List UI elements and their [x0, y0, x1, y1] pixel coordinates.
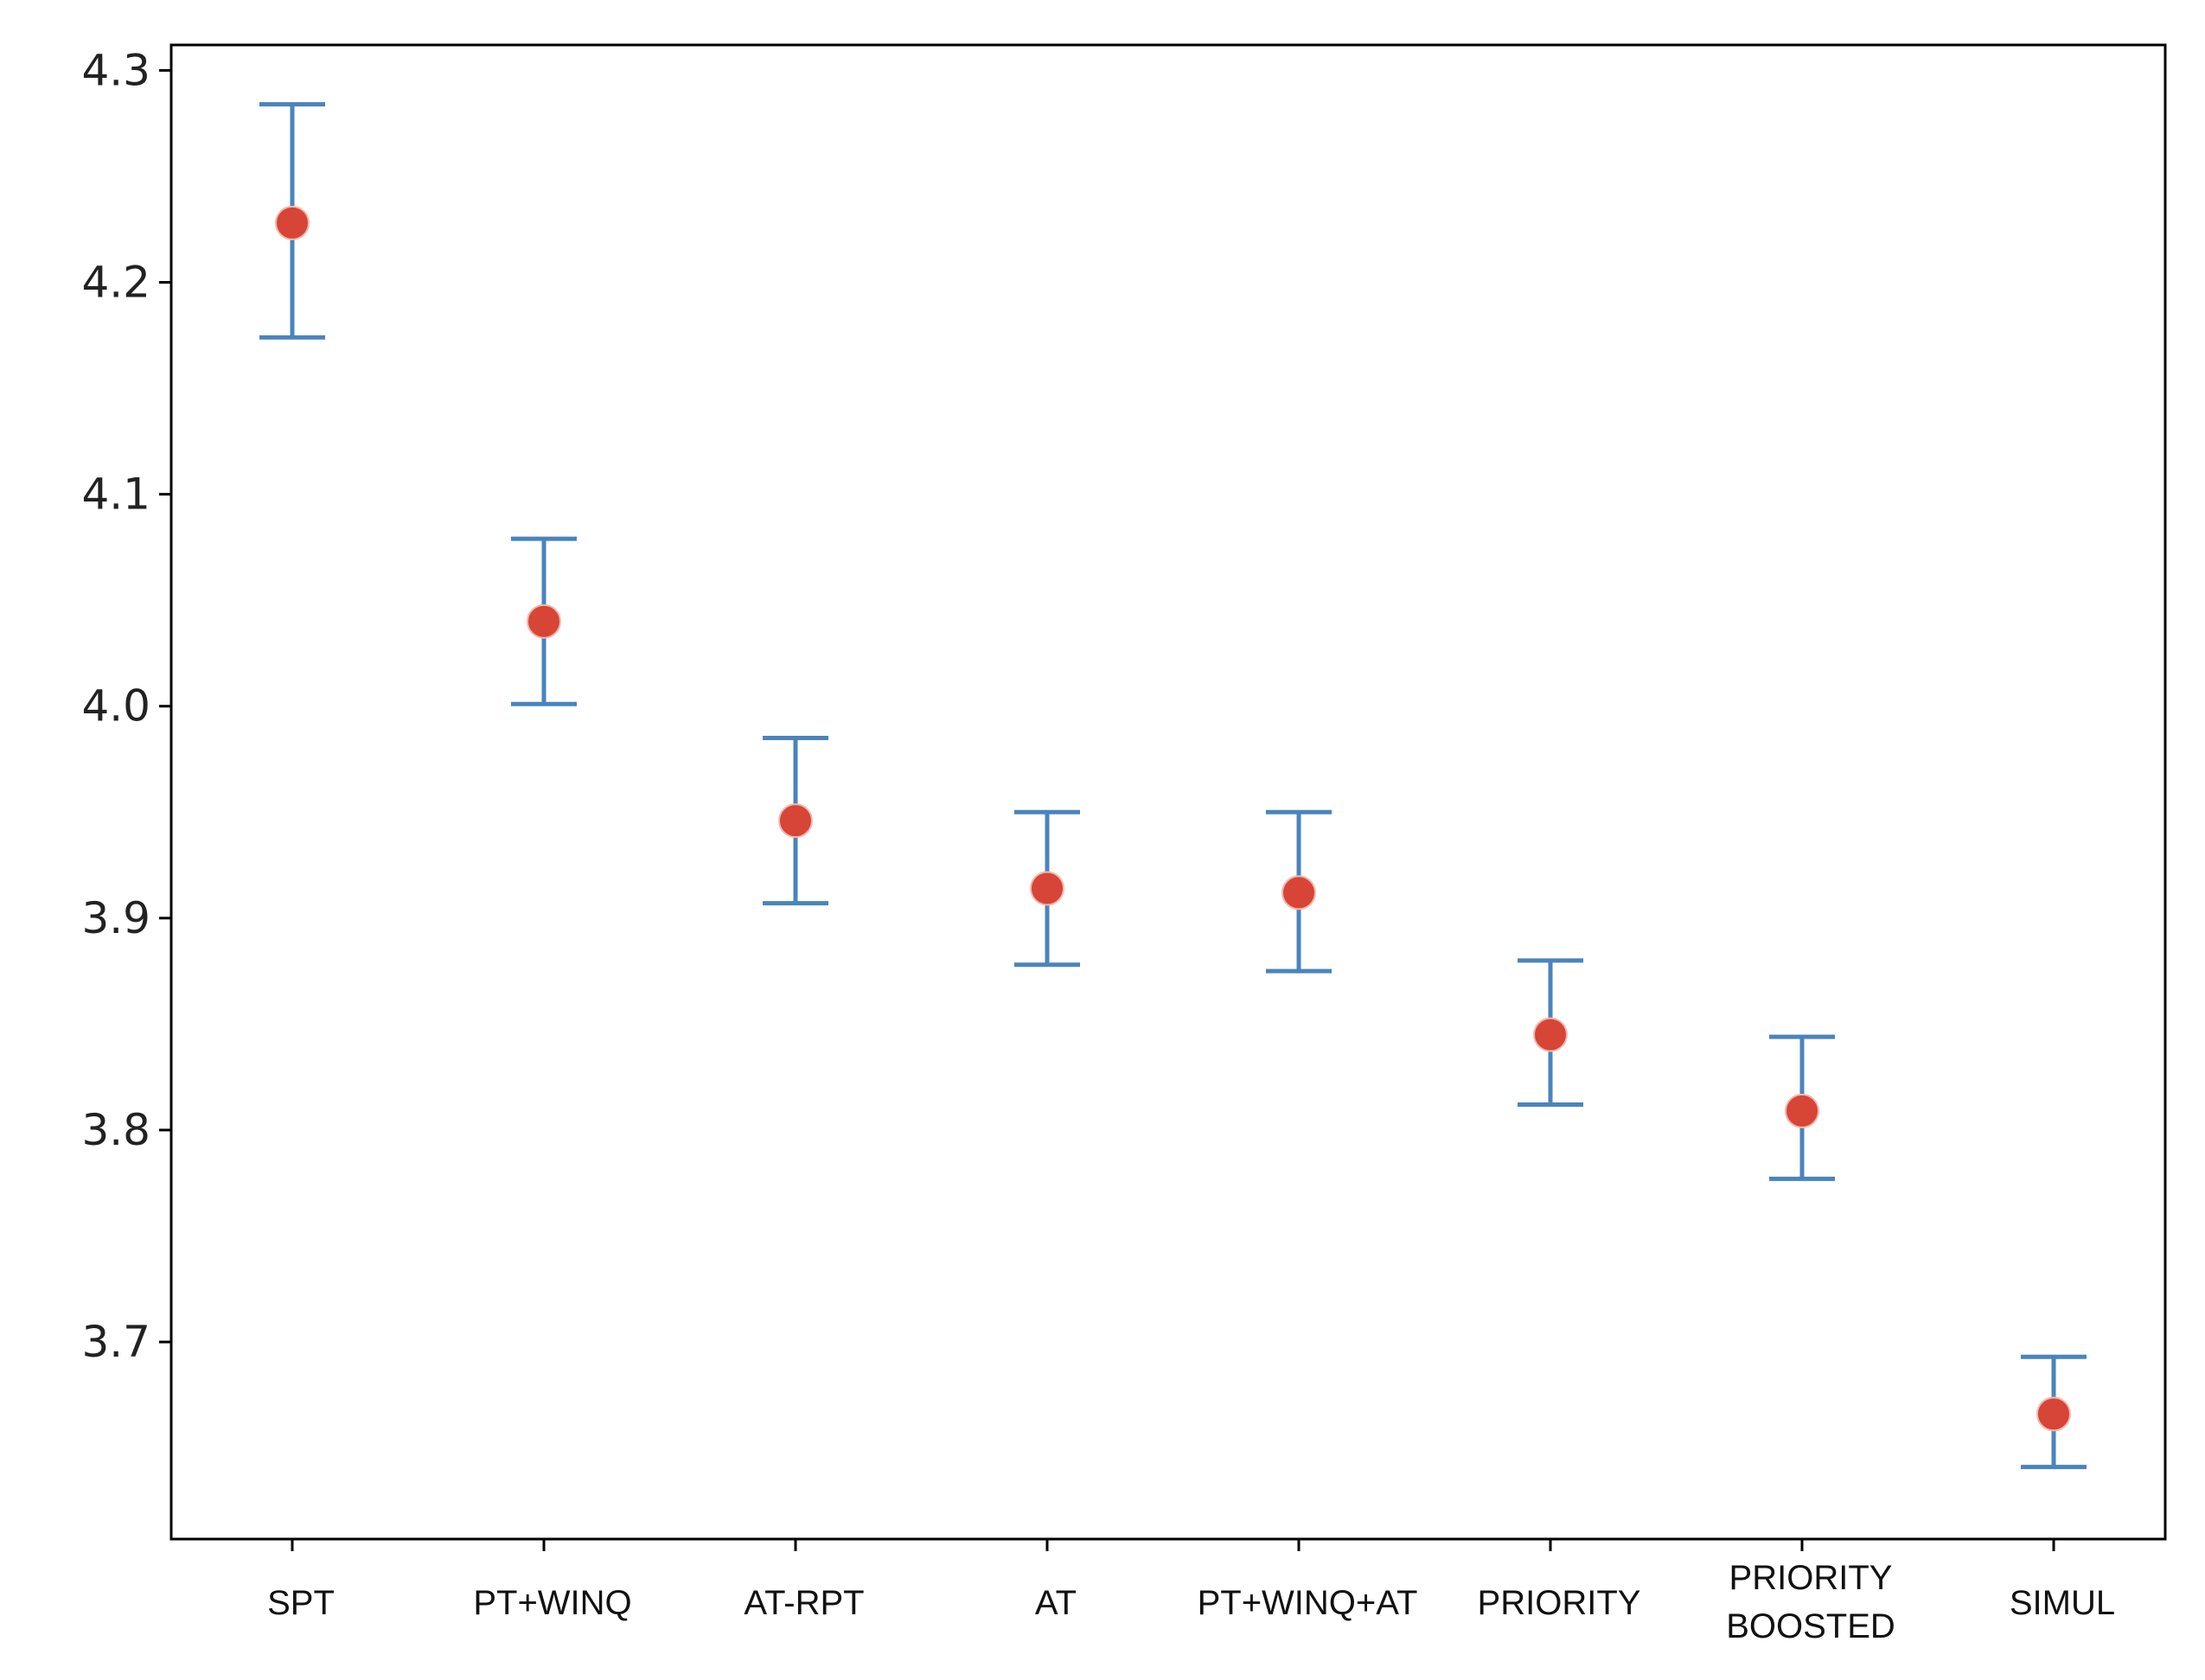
x-tick-label: PRIORITY — [1478, 1584, 1641, 1622]
plot-frame — [169, 43, 2167, 1541]
y-tick-label: 3.8 — [81, 1105, 150, 1155]
data-point — [1533, 1017, 1568, 1052]
data-point — [778, 803, 813, 839]
y-tick-label: 4.2 — [81, 258, 150, 308]
x-tick-label: SIMUL — [2010, 1584, 2115, 1622]
data-point — [527, 604, 561, 639]
x-tick-label: PT+WINQ+AT — [1198, 1584, 1418, 1622]
data-point — [1785, 1093, 1819, 1128]
chart-marks — [259, 102, 2087, 1470]
x-axis: SPT PT+WINQ AT-RPT AT PT+WINQ+AT PRIORITY PRIO… — [267, 1539, 2115, 1645]
data-point — [1281, 875, 1316, 910]
x-tick-label: AT — [1035, 1584, 1077, 1622]
y-axis: 3.7 3.8 3.9 4.0 4.1 4.2 4.3 — [81, 45, 171, 1367]
data-point — [2036, 1396, 2071, 1432]
x-tick-label: PT+WINQ — [473, 1584, 631, 1622]
y-tick-label: 4.1 — [81, 470, 150, 520]
data-point — [1030, 871, 1064, 906]
y-tick-label: 3.7 — [81, 1317, 150, 1367]
y-tick-label: 3.9 — [81, 893, 150, 943]
x-tick-label: SPT — [267, 1584, 335, 1622]
y-tick-label: 4.3 — [81, 45, 150, 95]
y-tick-label: 4.0 — [81, 681, 150, 731]
x-tick-label: PRIORITY — [1729, 1559, 1893, 1597]
x-tick-label: BOOSTED — [1726, 1607, 1895, 1645]
x-tick-label: AT-RPT — [744, 1584, 864, 1622]
data-point — [275, 205, 310, 240]
